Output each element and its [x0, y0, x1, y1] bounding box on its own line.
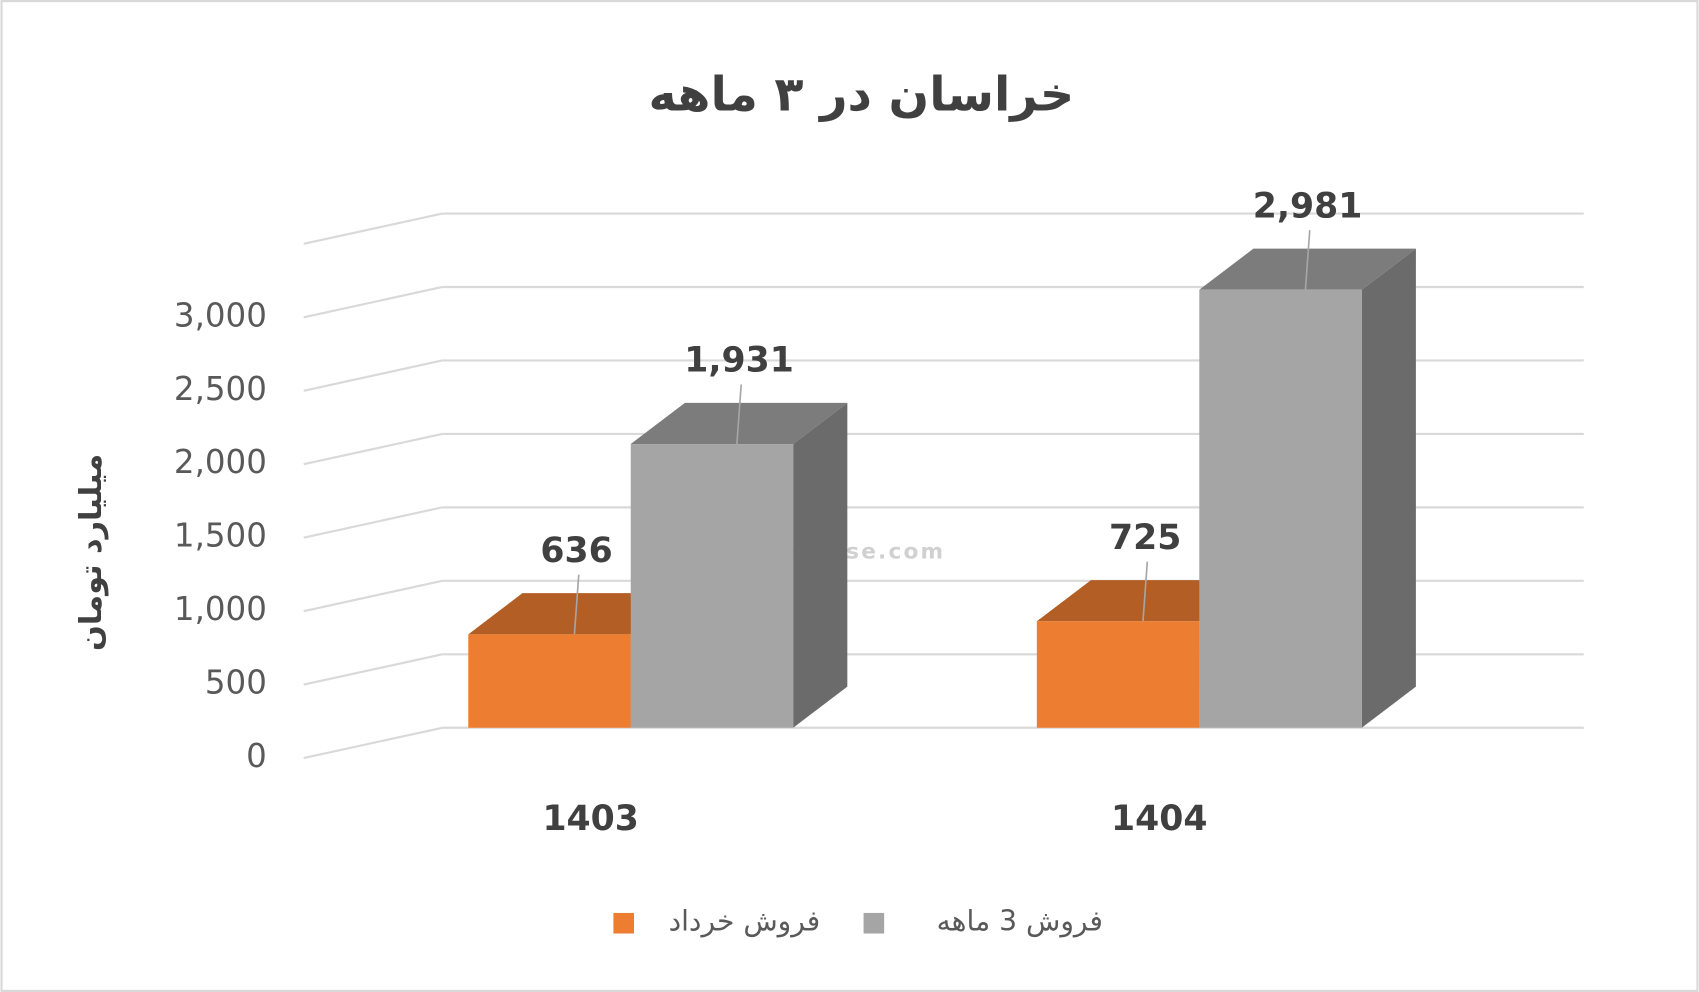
bar [468, 634, 631, 728]
bar [1199, 289, 1362, 728]
leader-line [573, 574, 580, 635]
x-tick-label: 1403 [542, 799, 638, 839]
grid-line [303, 726, 443, 760]
y-axis-label: میلیارد تومان [74, 454, 109, 651]
data-label: 2,981 [1253, 186, 1363, 226]
y-tick-label: 1,500 [174, 517, 267, 555]
leader-line [1304, 230, 1311, 290]
leader-line [736, 384, 743, 445]
legend-swatch [613, 912, 634, 934]
bar-side [1361, 248, 1416, 728]
bar [630, 444, 794, 728]
legend-label: فروش 3 ماهه [937, 905, 1103, 938]
x-tick-label: 1404 [1111, 799, 1207, 839]
bar-side [793, 402, 848, 728]
y-tick-label: 3,000 [174, 296, 267, 334]
grid-line [303, 506, 443, 539]
wall-edge [303, 212, 443, 245]
chart-title: خراسان در ۳ ماهه [649, 67, 1075, 122]
y-tick-label: 2,500 [174, 370, 267, 408]
data-label: 725 [1109, 518, 1181, 558]
data-label: 1,931 [684, 341, 794, 381]
bar [1036, 621, 1200, 728]
y-tick-label: 500 [205, 664, 267, 702]
legend-label: فروش خرداد [669, 905, 821, 938]
grid-line [303, 579, 443, 613]
y-tick-label: 0 [246, 737, 267, 775]
grid-line [303, 359, 443, 392]
leader-line [1142, 561, 1149, 622]
y-tick-label: 2,000 [174, 443, 267, 481]
data-label: 636 [540, 531, 612, 571]
grid-line [303, 285, 443, 319]
legend-swatch [863, 912, 885, 934]
grid-line [303, 432, 443, 466]
y-tick-label: 1,000 [174, 590, 267, 628]
grid-line [303, 653, 443, 686]
